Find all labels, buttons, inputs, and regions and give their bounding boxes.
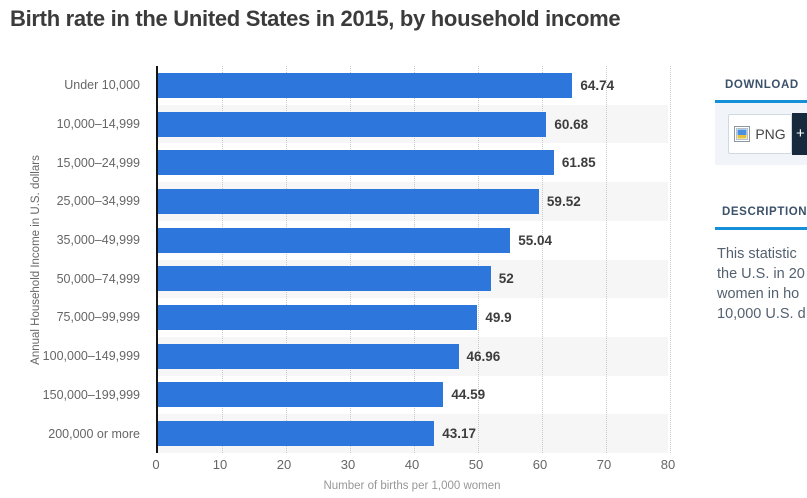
x-axis-title: Number of births per 1,000 women — [323, 480, 501, 492]
bar: 61.85 — [158, 150, 596, 176]
bar-value-label: 43.17 — [442, 426, 477, 442]
bar: 59.52 — [158, 188, 581, 214]
bar-value-label: 49.9 — [485, 310, 512, 326]
bar: 49.9 — [158, 305, 512, 331]
category-label: 15,000–24,999 — [56, 155, 140, 170]
bar-chart: Annual Household Income in U.S. dollars … — [0, 60, 700, 498]
category-label: 10,000–14,999 — [56, 117, 140, 132]
bar-value-label: 44.59 — [451, 387, 486, 403]
gridline — [670, 66, 671, 453]
bar: 44.59 — [158, 382, 485, 408]
image-icon — [734, 126, 751, 142]
bar-value-label: 60.68 — [554, 116, 589, 132]
category-label: 150,000–199,999 — [42, 387, 140, 402]
category-label: 35,000–49,999 — [56, 233, 140, 248]
description-header: DESCRIPTION — [722, 206, 807, 218]
x-tick-label: 60 — [532, 457, 548, 472]
bar-value-label: 61.85 — [561, 155, 596, 171]
category-label: 25,000–34,999 — [56, 194, 140, 209]
gridline — [350, 66, 351, 453]
bar: 60.68 — [158, 111, 588, 137]
plot-area: 64.74 60.68 61.85 59.52 55.04 52 49.9 46.96 44.5… — [156, 66, 671, 453]
description-line: This statistic — [717, 246, 797, 262]
x-tick-label: 20 — [276, 457, 292, 472]
description-underline — [715, 227, 807, 230]
category-label: 75,000–99,999 — [56, 310, 140, 325]
gridline — [222, 66, 223, 453]
side-panel: DOWNLOAD PNG + DESCRIPTION This statisti… — [715, 60, 807, 498]
download-box: PNG + — [715, 103, 807, 165]
gridline — [478, 66, 479, 453]
category-label: 100,000–149,999 — [42, 349, 140, 364]
bar: 43.17 — [158, 421, 476, 447]
description-line: women in ho — [717, 286, 800, 302]
gridline — [414, 66, 415, 453]
bar-value-label: 55.04 — [518, 232, 553, 248]
bar-value-label: 46.96 — [466, 348, 501, 364]
description-text: This statistic the U.S. in 20 women in ho 1… — [717, 244, 807, 324]
bar-value-label: 52 — [498, 271, 514, 287]
x-tick-label: 70 — [596, 457, 612, 472]
download-underline — [715, 100, 807, 103]
x-tick-label: 30 — [340, 457, 356, 472]
download-png-button[interactable]: PNG — [728, 114, 792, 154]
x-tick-label: 40 — [404, 457, 420, 472]
category-label: 200,000 or more — [48, 426, 140, 441]
more-formats-button[interactable]: + — [792, 113, 807, 155]
bar: 64.74 — [158, 72, 614, 98]
x-tick-label: 10 — [212, 457, 228, 472]
x-tick-label: 50 — [468, 457, 484, 472]
gridline — [286, 66, 287, 453]
page-title: Birth rate in the United States in 2015,… — [10, 6, 621, 31]
description-line: the U.S. in 20 — [717, 266, 805, 282]
x-axis-ticks: 0 10 20 30 40 50 60 70 80 — [0, 457, 700, 473]
gridline — [606, 66, 607, 453]
description-line: 10,000 U.S. d — [717, 306, 806, 322]
category-label: 50,000–74,999 — [56, 271, 140, 286]
category-label: Under 10,000 — [64, 78, 140, 93]
bar: 46.96 — [158, 343, 500, 369]
bar: 52 — [158, 266, 514, 292]
download-header: DOWNLOAD — [725, 79, 799, 91]
category-axis: Under 10,000 10,000–14,999 15,000–24,999 25… — [0, 66, 148, 453]
gridline — [542, 66, 543, 453]
x-tick-label: 0 — [152, 457, 160, 472]
bar: 55.04 — [158, 227, 552, 253]
bar-value-label: 59.52 — [546, 193, 581, 209]
png-button-label: PNG — [755, 126, 786, 142]
x-tick-label: 80 — [660, 457, 676, 472]
bar-value-label: 64.74 — [580, 77, 615, 93]
